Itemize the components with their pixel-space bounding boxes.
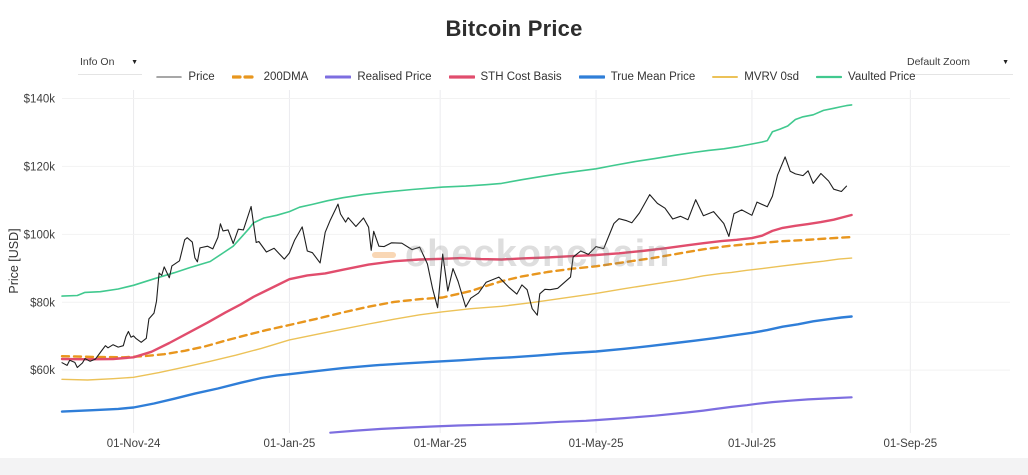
y-axis-title: Price [USD] (7, 228, 21, 294)
legend-label: MVRV 0sd (744, 71, 800, 83)
series-line-realised-price (329, 396, 853, 434)
legend-swatch-realised-price-icon (325, 75, 352, 79)
info-dropdown-label: Info On (80, 56, 115, 68)
series-line-true-mean-price (60, 315, 853, 413)
x-tick-label: 01-Jul-25 (728, 438, 776, 450)
series-line-200dma (60, 235, 853, 359)
legend-label: True Mean Price (610, 71, 696, 83)
caret-down-icon: ▼ (131, 58, 138, 66)
legend-label: 200DMA (263, 71, 309, 83)
y-tick-label: $80k (30, 297, 55, 309)
legend-label: Vaulted Price (848, 71, 916, 83)
legend-item-mvrv-0sd[interactable]: MVRV 0sd (712, 71, 799, 83)
chart-title: Bitcoin Price (445, 16, 583, 41)
y-tick-label: $100k (24, 229, 56, 241)
default-zoom-dropdown-label: Default Zoom (907, 56, 971, 68)
legend-swatch-sth-cost-basis-icon (448, 75, 475, 79)
y-tick-label: $140k (24, 93, 56, 105)
default-zoom-dropdown[interactable]: Default Zoom ▼ (905, 54, 1013, 75)
x-tick-label: 01-May-25 (569, 438, 624, 450)
legend-label: Realised Price (357, 71, 432, 83)
info-dropdown[interactable]: Info On ▼ (78, 54, 142, 75)
page-background-strip (0, 458, 1028, 475)
x-tick-label: 01-Jan-25 (264, 438, 316, 450)
series-line-price (61, 156, 848, 369)
series-line-sth-cost-basis (60, 213, 853, 361)
legend-item-sth-cost-basis[interactable]: STH Cost Basis (448, 71, 562, 83)
y-tick-label: $60k (30, 365, 55, 377)
legend-swatch-200dma-icon (231, 75, 258, 79)
x-tick-label: 01-Sep-25 (883, 438, 937, 450)
legend-item-200dma[interactable]: 200DMA (231, 71, 309, 83)
legend-swatch-mvrv-0sd-icon (712, 76, 739, 78)
series-line-vaulted-price (61, 104, 853, 297)
legend-swatch-true-mean-price-icon (578, 75, 605, 79)
legend-label: Price (188, 71, 215, 83)
legend-swatch-vaulted-price-icon (816, 75, 843, 79)
y-tick-label: $120k (24, 161, 56, 173)
caret-down-icon: ▼ (1002, 58, 1009, 66)
series-line-mvrv-0sd (61, 257, 853, 381)
legend-item-price[interactable]: Price (156, 71, 215, 83)
chart-legend: Price 200DMA Realised Price STH Cost Basis T… (62, 71, 1010, 83)
legend-item-vaulted-price[interactable]: Vaulted Price (816, 71, 916, 83)
legend-swatch-price-icon (156, 76, 183, 78)
legend-item-true-mean-price[interactable]: True Mean Price (578, 71, 696, 83)
x-tick-label: 01-Nov-24 (107, 438, 161, 450)
legend-item-realised-price[interactable]: Realised Price (325, 71, 432, 83)
legend-label: STH Cost Basis (480, 71, 562, 83)
x-tick-label: 01-Mar-25 (414, 438, 467, 450)
